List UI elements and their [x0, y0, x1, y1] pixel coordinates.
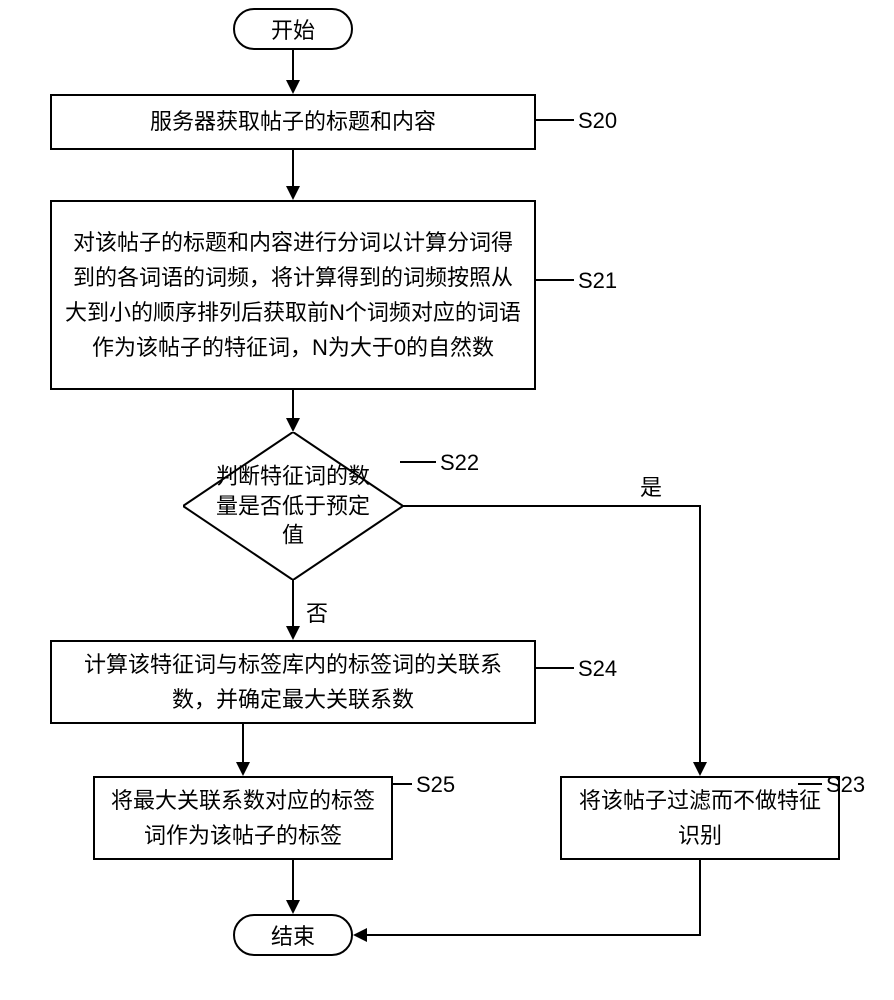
arrow-s22-s24-head [286, 626, 300, 640]
process-s20-text: 服务器获取帖子的标题和内容 [150, 104, 436, 139]
step-label-s25: S25 [416, 772, 455, 798]
conn-s23 [798, 783, 822, 785]
yes-h1 [403, 505, 701, 507]
s23-end-v [699, 860, 701, 935]
decision-s22-text: 判断特征词的数量是否低于预定值 [207, 461, 379, 550]
flowchart-canvas: 开始 结束 服务器获取帖子的标题和内容 对该帖子的标题和内容进行分词以计算分词得… [0, 0, 894, 1000]
arrow-s20-s21-line [292, 150, 294, 186]
arrow-s20-s21-head [286, 186, 300, 200]
conn-s24 [536, 667, 574, 669]
step-label-s22: S22 [440, 450, 479, 476]
step-label-s20: S20 [578, 108, 617, 134]
step-label-s21: S21 [578, 268, 617, 294]
arrow-s24-s25-line [242, 724, 244, 762]
arrow-s22-s24-line [292, 580, 294, 626]
step-label-s24: S24 [578, 656, 617, 682]
arrow-s25-end-head [286, 900, 300, 914]
process-s24: 计算该特征词与标签库内的标签词的关联系数，并确定最大关联系数 [50, 640, 536, 724]
process-s25-text: 将最大关联系数对应的标签词作为该帖子的标签 [107, 783, 379, 853]
process-s24-text: 计算该特征词与标签库内的标签词的关联系数，并确定最大关联系数 [64, 647, 522, 717]
branch-label-no: 否 [306, 596, 328, 628]
decision-s22: 判断特征词的数量是否低于预定值 [183, 432, 403, 580]
arrow-start-s20-line [292, 50, 294, 80]
process-s23-text: 将该帖子过滤而不做特征识别 [574, 783, 826, 853]
arrow-s25-end-line [292, 860, 294, 900]
process-s21: 对该帖子的标题和内容进行分词以计算分词得到的各词语的词频，将计算得到的词频按照从… [50, 200, 536, 390]
arrow-s21-s22-head [286, 418, 300, 432]
s23-end-head [353, 928, 367, 942]
process-s20: 服务器获取帖子的标题和内容 [50, 94, 536, 150]
start-terminal: 开始 [233, 8, 353, 50]
process-s23: 将该帖子过滤而不做特征识别 [560, 776, 840, 860]
start-label: 开始 [271, 13, 315, 45]
conn-s21 [536, 279, 574, 281]
yes-v [699, 505, 701, 762]
yes-head [693, 762, 707, 776]
arrow-s21-s22-line [292, 390, 294, 418]
process-s21-text: 对该帖子的标题和内容进行分词以计算分词得到的各词语的词频，将计算得到的词频按照从… [64, 225, 522, 366]
end-terminal: 结束 [233, 914, 353, 956]
step-label-s23: S23 [826, 772, 865, 798]
arrow-s24-s25-head [236, 762, 250, 776]
conn-s22 [400, 461, 436, 463]
end-label: 结束 [271, 919, 315, 951]
conn-s25 [393, 783, 412, 785]
branch-label-yes: 是 [640, 470, 662, 502]
process-s25: 将最大关联系数对应的标签词作为该帖子的标签 [93, 776, 393, 860]
arrow-start-s20-head [286, 80, 300, 94]
s23-end-h [367, 934, 701, 936]
conn-s20 [536, 119, 574, 121]
